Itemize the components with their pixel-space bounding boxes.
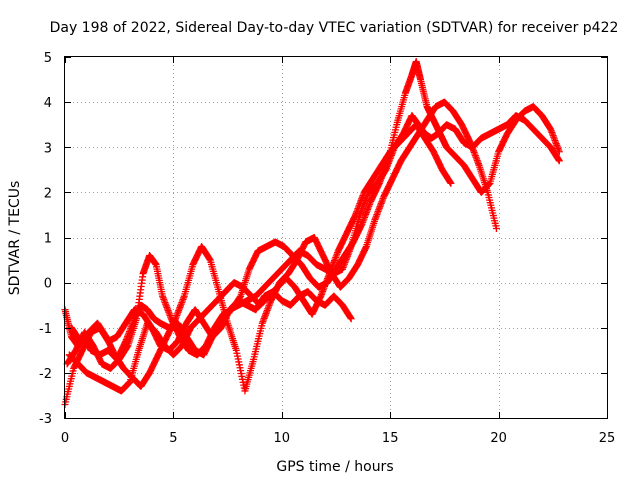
chart-title: Day 198 of 2022, Sidereal Day-to-day VTE… [50,20,619,36]
y-tick-label: -3 [39,412,52,427]
data-point [555,157,563,165]
x-tick-label: 20 [490,431,507,446]
y-tick-label: 3 [44,141,52,156]
y-tick-label: -2 [39,367,52,382]
x-tick-label: 15 [382,431,399,446]
data-point [447,179,455,187]
data-points [61,58,563,408]
y-tick-label: 2 [44,186,52,201]
y-tick-label: 0 [44,277,52,292]
x-axis-label: GPS time / hours [276,459,393,475]
data-point [555,148,563,156]
y-tick-label: 1 [44,232,52,247]
x-tick-label: 0 [61,431,69,446]
x-tick-label: 25 [599,431,616,446]
x-tick-label: 10 [274,431,291,446]
y-axis-label: SDTVAR / TECUs [7,181,23,296]
y-tick-label: -1 [39,322,52,337]
data-point [347,315,355,323]
x-tick-label: 5 [169,431,177,446]
tick-labels: 0 5 10 15 20 25 -3 -2 -1 0 1 2 3 4 5 [39,51,615,446]
axis-ticks [65,57,608,419]
y-tick-label: 5 [44,51,52,66]
data-point [492,224,500,232]
plot-frame [64,56,608,419]
y-tick-label: 4 [44,96,52,111]
